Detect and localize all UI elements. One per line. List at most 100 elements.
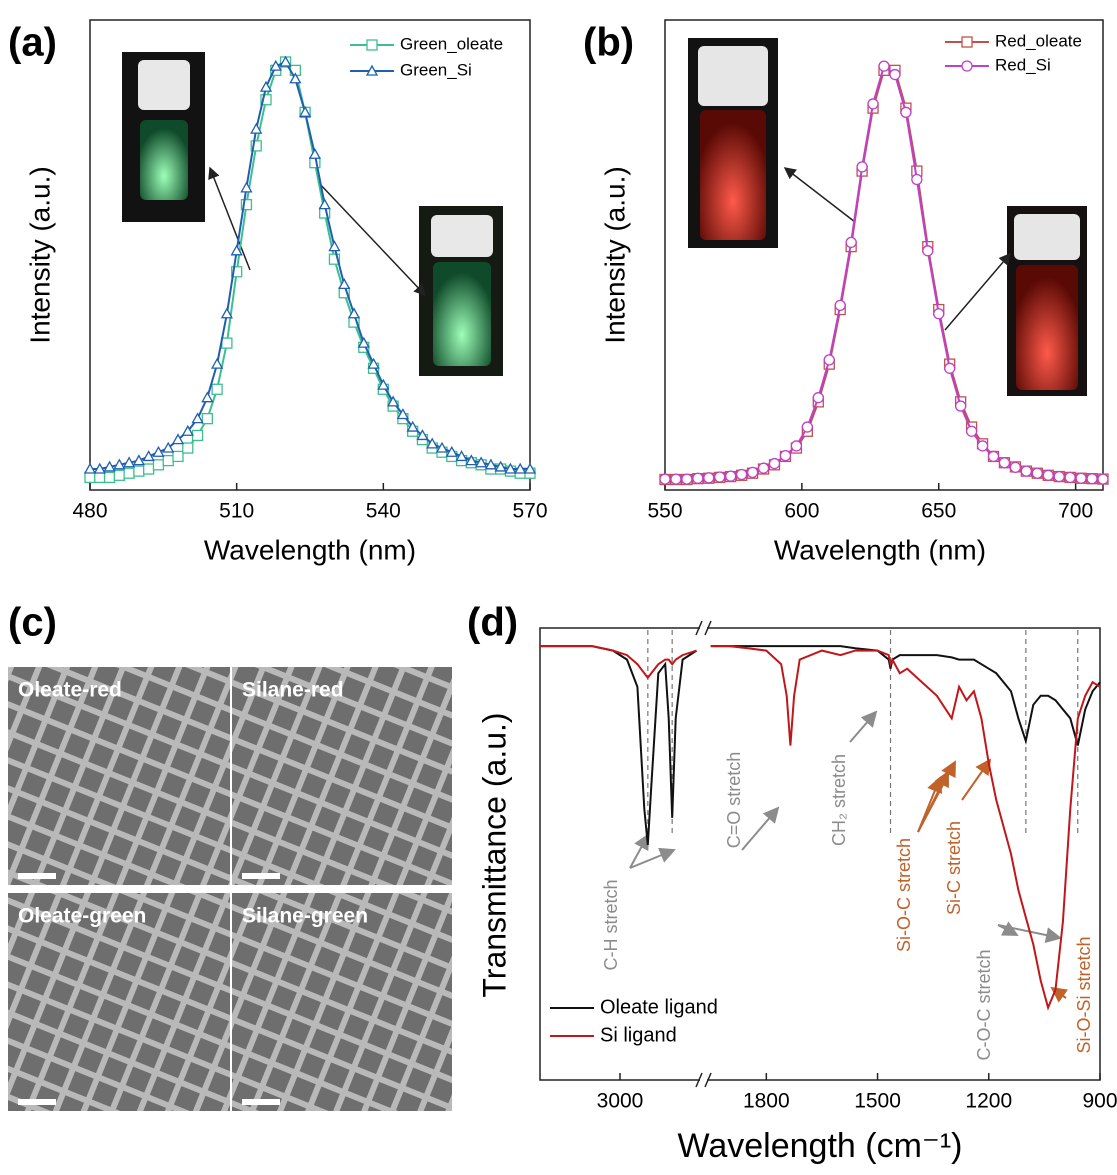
marker <box>878 60 890 72</box>
legend-marker <box>365 64 379 76</box>
marker <box>269 59 282 71</box>
scale-bar <box>18 1099 56 1105</box>
marker <box>944 362 956 374</box>
annotation: C-O-C stretch <box>974 949 994 1060</box>
marker <box>201 391 214 403</box>
marker <box>240 198 253 211</box>
annotation: Si-C stretch <box>944 821 964 915</box>
marker <box>103 471 116 484</box>
series-line <box>710 645 1101 1011</box>
marker <box>93 462 106 474</box>
y-axis-title: Intensity (a.u.) <box>599 166 630 343</box>
marker <box>955 400 967 412</box>
marker <box>725 470 737 482</box>
series-line <box>710 645 1101 746</box>
plot-frame <box>89 19 531 491</box>
marker <box>484 458 497 470</box>
axis-break <box>704 1072 712 1088</box>
marker <box>396 408 409 420</box>
marker <box>83 462 97 474</box>
marker <box>790 440 803 452</box>
image-label: Silane-red <box>242 679 344 702</box>
marker <box>123 456 136 468</box>
marker <box>670 473 682 485</box>
marker <box>299 105 312 117</box>
marker <box>357 336 370 348</box>
y-axis-title: Intensity (a.u.) <box>24 166 55 343</box>
x-axis-title: Wavelength (cm⁻¹) <box>678 1127 963 1165</box>
marker <box>455 450 468 462</box>
axis-break <box>695 620 703 636</box>
marker <box>328 240 341 252</box>
marker <box>328 253 341 265</box>
marker <box>746 466 759 479</box>
y-axis-title: Transmittance (a.u.) <box>476 712 512 997</box>
marker <box>338 278 351 290</box>
marker <box>289 72 302 84</box>
marker <box>504 462 517 474</box>
series-line <box>540 645 697 680</box>
marker <box>367 357 380 369</box>
marker <box>1042 469 1054 481</box>
tem-image <box>232 893 452 1111</box>
marker <box>889 68 901 81</box>
marker <box>143 463 155 475</box>
x-axis-title: Wavelength (nm) <box>774 534 986 565</box>
legend-label: Red_oleate <box>995 31 1082 50</box>
x-tick-label: 3000 <box>597 1090 644 1113</box>
x-tick-label: 1500 <box>854 1090 901 1113</box>
annotation: Si-O-Si stretch <box>1074 936 1094 1053</box>
marker <box>103 460 116 472</box>
marker <box>318 198 331 210</box>
marker <box>435 441 449 453</box>
marker <box>1097 473 1109 485</box>
marker <box>856 161 868 173</box>
scale-bar <box>18 873 56 879</box>
marker <box>965 425 978 437</box>
image-label: Oleate-green <box>18 905 146 928</box>
x-tick-label: 650 <box>921 500 956 523</box>
marker <box>259 80 273 92</box>
scale-bar <box>242 873 280 879</box>
image-label: Silane-green <box>242 905 368 928</box>
marker <box>191 412 204 424</box>
x-tick-label: 1800 <box>743 1090 790 1113</box>
marker <box>182 442 194 454</box>
marker <box>659 473 671 485</box>
panel-label: (a) <box>8 21 57 65</box>
marker <box>900 106 912 118</box>
marker <box>211 357 224 369</box>
marker <box>123 467 135 479</box>
marker <box>240 181 253 193</box>
marker <box>823 354 835 366</box>
legend-label: Green_oleate <box>400 34 503 53</box>
tem-image <box>8 667 230 885</box>
marker <box>445 445 458 457</box>
marker <box>922 245 934 257</box>
x-tick-label: 550 <box>647 500 682 523</box>
axis-break <box>704 620 712 636</box>
x-tick-label: 700 <box>1058 500 1093 523</box>
marker <box>211 383 223 395</box>
marker <box>703 472 715 484</box>
marker <box>231 266 243 278</box>
annotation: Si-O-C stretch <box>894 838 914 952</box>
x-tick-label: 1200 <box>965 1090 1012 1113</box>
x-tick-label: 540 <box>366 500 401 523</box>
panel-label: (d) <box>467 601 518 645</box>
legend-label: Oleate ligand <box>600 996 718 1018</box>
marker <box>377 378 390 390</box>
annotation: C=O stretch <box>724 752 744 849</box>
legend-marker <box>961 60 973 72</box>
legend-label: Si ligand <box>600 1024 677 1046</box>
marker <box>133 465 145 477</box>
marker <box>475 456 488 468</box>
marker <box>867 98 879 110</box>
tem-image <box>8 893 230 1111</box>
marker <box>181 424 194 436</box>
marker <box>834 299 846 312</box>
series-line <box>90 60 530 470</box>
x-tick-label: 570 <box>512 500 547 523</box>
legend-label: Green_Si <box>400 60 472 79</box>
